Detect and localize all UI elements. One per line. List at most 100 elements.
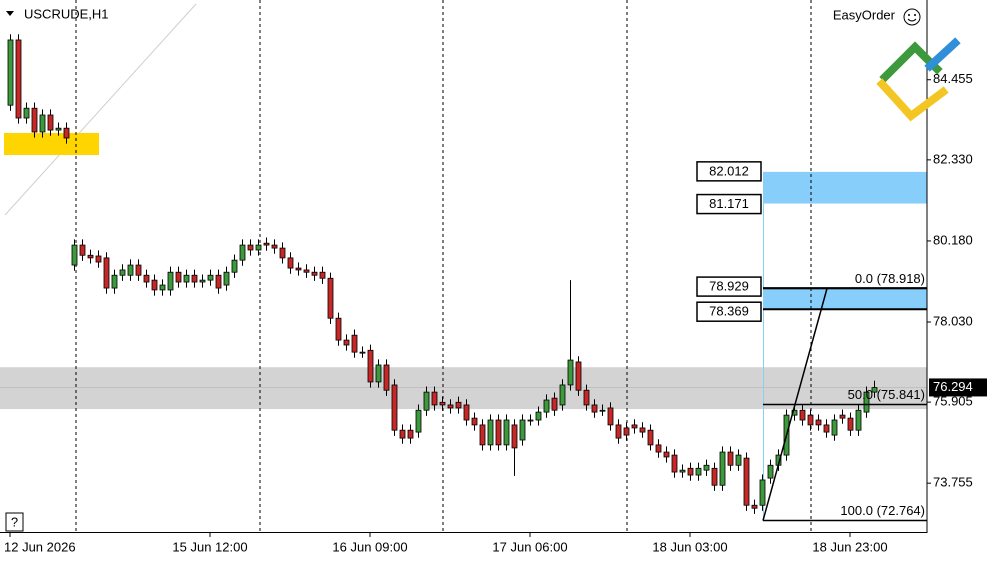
diagonal-line xyxy=(4,3,197,216)
candle-body xyxy=(751,504,758,509)
candle-body xyxy=(175,271,182,283)
help-button[interactable] xyxy=(5,512,24,532)
candle-body xyxy=(607,407,614,426)
candle-body xyxy=(143,274,150,283)
candle-body xyxy=(207,274,214,281)
candle-body xyxy=(455,401,462,409)
candle-body xyxy=(103,257,110,289)
candle-body xyxy=(223,271,230,286)
candle-body xyxy=(727,451,734,466)
candle-body xyxy=(407,429,414,439)
candle-body xyxy=(847,417,854,431)
y-tick-label: 84.455 xyxy=(933,71,973,86)
candle-body xyxy=(863,391,870,413)
zone-price-box xyxy=(696,161,762,182)
easyorder-label[interactable]: EasyOrder xyxy=(833,7,896,22)
candle-body xyxy=(543,399,550,413)
candle-body xyxy=(231,259,238,273)
smiley-icon[interactable] xyxy=(903,8,921,26)
x-tick-label: 12 Jun 2026 xyxy=(4,539,76,554)
last-price-box xyxy=(929,378,987,397)
candle-body xyxy=(735,454,742,466)
candle-body xyxy=(279,247,286,259)
candle-body xyxy=(527,419,534,422)
candle-body xyxy=(167,271,174,291)
candle-body xyxy=(79,244,86,256)
candle-body xyxy=(655,444,662,453)
candle-body xyxy=(551,397,558,411)
candles xyxy=(7,34,878,514)
candle-body xyxy=(311,271,318,276)
candle-body xyxy=(591,404,598,413)
candle-body xyxy=(183,274,190,283)
candle-body xyxy=(487,419,494,446)
logo xyxy=(876,37,961,122)
candle-body xyxy=(375,364,382,383)
period-separators xyxy=(75,0,812,532)
zone-price-box xyxy=(696,301,762,322)
candle-body xyxy=(359,351,366,354)
candle-body xyxy=(31,107,38,133)
candle-body xyxy=(343,339,350,346)
candle-body xyxy=(535,411,542,421)
candle-body xyxy=(15,39,22,119)
candle-body xyxy=(631,424,638,429)
range-band xyxy=(0,367,927,410)
x-tick-label: 18 Jun 23:00 xyxy=(812,539,887,554)
fib-label: 50.0 (75.841) xyxy=(848,387,925,402)
candle-body xyxy=(711,467,718,486)
candle-body xyxy=(335,317,342,341)
candle-body xyxy=(271,244,278,249)
zone-price-label: 81.171 xyxy=(709,196,749,211)
fib-label: 0.0 (78.918) xyxy=(855,271,925,286)
candle-body xyxy=(351,334,358,353)
candle-body xyxy=(399,429,406,439)
fib-trendline xyxy=(762,288,828,521)
candle-body xyxy=(71,244,78,266)
candle-body xyxy=(135,264,142,276)
candle-body xyxy=(295,267,302,271)
y-tick-label: 73.755 xyxy=(933,475,973,490)
candle-body xyxy=(111,274,118,289)
x-tick-label: 16 Jun 09:00 xyxy=(332,539,407,554)
candle-body xyxy=(815,419,822,426)
candle-body xyxy=(615,424,622,439)
candle-body xyxy=(695,467,702,476)
candle-body xyxy=(255,244,262,251)
candle-body xyxy=(39,114,46,133)
zone-price-label: 78.369 xyxy=(709,304,749,319)
candle-body xyxy=(599,409,606,412)
candle-body xyxy=(303,269,310,273)
x-tick-label: 18 Jun 03:00 xyxy=(652,539,727,554)
fib-label: 100.0 (72.764) xyxy=(840,503,925,518)
candle-body xyxy=(383,364,390,391)
candle-body xyxy=(839,414,846,419)
candle-body xyxy=(23,107,30,119)
candle-body xyxy=(423,391,430,411)
candle-body xyxy=(743,457,750,506)
candle-body xyxy=(119,269,126,276)
candle-body xyxy=(199,279,206,283)
candle-body xyxy=(671,454,678,473)
candle-body xyxy=(479,424,486,446)
candle-body xyxy=(559,384,566,406)
chart-title: USCRUDE,H1 xyxy=(24,6,109,21)
candle-body xyxy=(151,279,158,291)
y-tick-label: 75.905 xyxy=(933,394,973,409)
menu-arrow[interactable] xyxy=(6,11,14,16)
candle-body xyxy=(567,359,574,386)
candle-body xyxy=(319,271,326,279)
zone-price-label: 82.012 xyxy=(709,163,749,178)
y-tick-label: 82.330 xyxy=(933,151,973,166)
candle-body xyxy=(767,464,774,479)
zone-price-label: 78.929 xyxy=(709,279,749,294)
candle-body xyxy=(367,349,374,383)
candle-body xyxy=(55,127,62,131)
help-label[interactable]: ? xyxy=(11,514,18,529)
candle-body xyxy=(623,427,630,436)
candle-body xyxy=(679,469,686,473)
candle-body xyxy=(415,409,422,433)
candle-body xyxy=(63,127,70,139)
candle-body xyxy=(447,404,454,409)
